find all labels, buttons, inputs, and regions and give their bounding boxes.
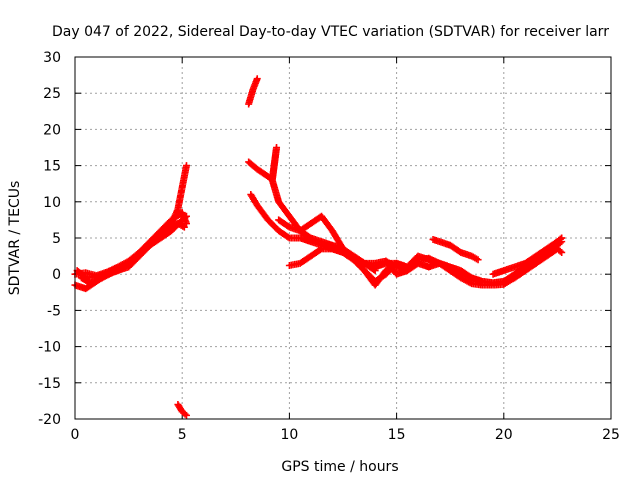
data-points xyxy=(71,75,566,419)
data-point-marker xyxy=(261,171,269,179)
data-point-marker xyxy=(128,258,136,266)
y-tick-label: -10 xyxy=(38,340,61,356)
data-point-marker xyxy=(304,254,312,262)
data-point-marker xyxy=(304,221,312,229)
data-point-marker xyxy=(358,258,366,266)
data-point-marker xyxy=(454,247,462,255)
series-track-4 xyxy=(77,220,188,287)
data-point-marker xyxy=(248,87,256,95)
chart-title: Day 047 of 2022, Sidereal Day-to-day VTE… xyxy=(52,24,609,40)
data-point-marker xyxy=(444,265,452,273)
y-tick-label: 15 xyxy=(43,159,61,175)
data-point-marker xyxy=(472,255,480,263)
data-point-marker xyxy=(165,229,173,237)
data-point-marker xyxy=(181,410,189,418)
x-tick-label: 10 xyxy=(280,427,298,443)
y-tick-label: 25 xyxy=(43,86,61,102)
data-point-marker xyxy=(465,278,473,286)
data-point-marker xyxy=(551,239,559,247)
x-axis-label: GPS time / hours xyxy=(281,459,398,475)
data-point-marker xyxy=(262,213,270,221)
y-tick-label: -15 xyxy=(38,376,61,392)
data-point-marker xyxy=(337,242,345,250)
data-point-marker xyxy=(315,247,323,255)
data-point-marker xyxy=(555,236,563,244)
data-point-marker xyxy=(180,215,188,223)
series-track-13 xyxy=(429,235,482,264)
data-point-marker xyxy=(555,246,563,254)
data-point-marker xyxy=(466,252,474,260)
data-point-marker xyxy=(139,247,147,255)
series-track-6 xyxy=(245,75,261,108)
x-tick-label: 15 xyxy=(388,427,406,443)
data-point-marker xyxy=(507,276,515,284)
data-point-marker xyxy=(182,163,190,171)
y-tick-label: 0 xyxy=(52,267,61,283)
y-tick-label: 10 xyxy=(43,195,61,211)
data-point-marker xyxy=(253,76,261,84)
data-point-marker xyxy=(466,279,474,287)
data-point-marker xyxy=(179,222,187,230)
x-tick-labels: 0 5 10 15 20 25 xyxy=(71,427,620,443)
data-point-marker xyxy=(540,247,548,255)
data-point-marker xyxy=(556,247,564,255)
x-tick-label: 0 xyxy=(71,427,80,443)
plot-frame xyxy=(74,56,612,420)
data-point-marker xyxy=(176,405,184,413)
data-point-marker xyxy=(180,409,188,417)
data-point-marker xyxy=(283,210,291,218)
data-point-marker xyxy=(412,258,420,266)
series-track-14 xyxy=(489,234,566,278)
y-axis-label: SDTVAR / TECUs xyxy=(7,181,23,296)
data-point-marker xyxy=(454,272,462,280)
data-point-marker xyxy=(434,237,442,245)
y-tick-label: 5 xyxy=(52,231,61,247)
x-tick-label: 25 xyxy=(602,427,620,443)
x-tick-label: 20 xyxy=(495,427,513,443)
y-tick-label: -20 xyxy=(38,412,61,428)
y-tick-label: 20 xyxy=(43,122,61,138)
data-point-marker xyxy=(358,264,366,272)
y-tick-label: -5 xyxy=(47,303,61,319)
series-track-12 xyxy=(371,234,566,289)
data-point-marker xyxy=(283,221,291,229)
data-point-marker xyxy=(272,224,280,232)
data-point-marker xyxy=(390,268,398,276)
data-point-marker xyxy=(498,280,506,288)
y-tick-labels: -20 -15 -10 -5 0 5 10 15 20 25 30 xyxy=(38,50,61,428)
data-point-marker xyxy=(380,269,388,277)
data-point-marker xyxy=(283,232,291,240)
data-point-marker xyxy=(529,261,537,269)
data-point-marker xyxy=(161,226,169,234)
series-track-5 xyxy=(174,401,190,419)
data-point-marker xyxy=(181,213,189,221)
data-point-marker xyxy=(173,207,181,215)
data-point-marker xyxy=(519,268,527,276)
data-point-marker xyxy=(529,254,537,262)
data-point-marker xyxy=(556,235,564,243)
y-tick-label: 30 xyxy=(43,50,61,66)
data-point-marker xyxy=(251,163,259,171)
x-tick-label: 5 xyxy=(178,427,187,443)
data-point-marker xyxy=(150,236,158,244)
data-point-marker xyxy=(326,224,334,232)
data-point-marker xyxy=(83,277,91,285)
